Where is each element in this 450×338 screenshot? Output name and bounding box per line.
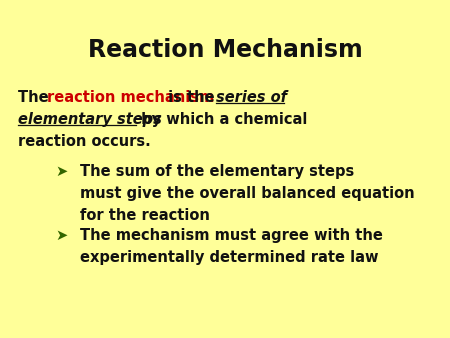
Text: reaction mechanism: reaction mechanism: [47, 90, 214, 105]
Text: is the: is the: [163, 90, 220, 105]
Text: reaction occurs.: reaction occurs.: [18, 134, 151, 149]
Text: The sum of the elementary steps: The sum of the elementary steps: [80, 164, 354, 179]
Text: series of: series of: [216, 90, 287, 105]
Text: must give the overall balanced equation: must give the overall balanced equation: [80, 186, 414, 201]
Text: experimentally determined rate law: experimentally determined rate law: [80, 250, 378, 265]
Text: The mechanism must agree with the: The mechanism must agree with the: [80, 228, 383, 243]
Text: ➤: ➤: [55, 164, 67, 179]
Text: elementary steps: elementary steps: [18, 112, 162, 127]
Text: for the reaction: for the reaction: [80, 208, 210, 223]
Text: Reaction Mechanism: Reaction Mechanism: [88, 38, 362, 62]
Text: ➤: ➤: [55, 228, 67, 243]
Text: The: The: [18, 90, 54, 105]
Text: by which a chemical: by which a chemical: [136, 112, 307, 127]
